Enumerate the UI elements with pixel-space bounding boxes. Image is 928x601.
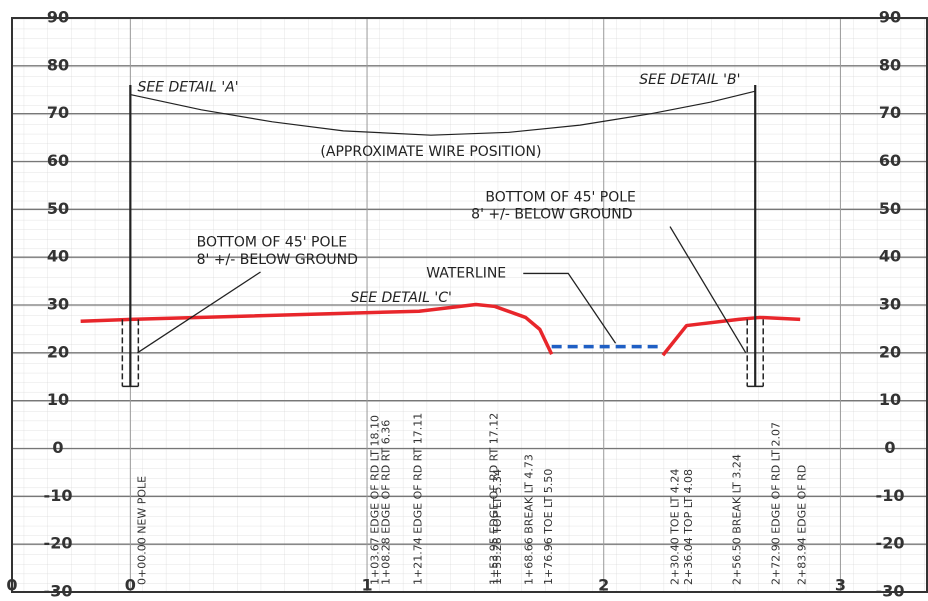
station-label: 2+30.40 TOE LT 4.24 bbox=[669, 469, 682, 585]
waterline-label: WATERLINE bbox=[426, 265, 506, 281]
y-tick-label: -20 bbox=[44, 534, 73, 553]
station-label: 2+36.04 TOP LT 4.08 bbox=[682, 469, 695, 585]
y-tick-label-right: 40 bbox=[879, 247, 901, 266]
y-tick-label: 80 bbox=[47, 55, 69, 74]
pole-leader-left bbox=[137, 271, 261, 354]
y-tick-label: 30 bbox=[47, 295, 69, 314]
y-tick-label: 40 bbox=[47, 247, 69, 266]
y-tick-label-right: 20 bbox=[879, 342, 901, 361]
wire-label: (APPROXIMATE WIRE POSITION) bbox=[320, 144, 541, 160]
y-tick-label-right: 0 bbox=[884, 438, 895, 457]
annotation: SEE DETAIL 'C' bbox=[350, 290, 451, 306]
x-tick-label: 2 bbox=[598, 576, 609, 595]
y-tick-label-right: 10 bbox=[879, 390, 901, 409]
y-tick-label-right: 60 bbox=[879, 151, 901, 170]
station-label: 1+76.96 TOE LT 5.50 bbox=[542, 469, 555, 585]
station-label: 1+08.28 EDGE OF RD RT 6.36 bbox=[380, 420, 393, 585]
x-tick-label: 1 bbox=[361, 576, 372, 595]
x-tick-label: 0 bbox=[125, 576, 136, 595]
station-label: 1+68.66 BREAK LT 4.73 bbox=[523, 454, 536, 585]
y-tick-label-right: 30 bbox=[879, 295, 901, 314]
station-label: 1+53.95 EDGE OF RD RT 17.12 bbox=[488, 413, 501, 585]
annotation: 8' +/- BELOW GROUND bbox=[197, 252, 358, 268]
station-label: 2+72.90 EDGE OF RD LT 2.07 bbox=[769, 422, 782, 585]
y-tick-label: 60 bbox=[47, 151, 69, 170]
x-tick-label: 3 bbox=[835, 576, 846, 595]
y-tick-label: 70 bbox=[47, 103, 69, 122]
station-label: 1+55.28 TOP LT 5.34 bbox=[491, 469, 504, 585]
station-label: 0+00.00 NEW POLE bbox=[135, 476, 148, 585]
station-label: 2+56.50 BREAK LT 3.24 bbox=[730, 454, 743, 585]
annotation: 8' +/- BELOW GROUND bbox=[471, 207, 632, 223]
annotation: BOTTOM OF 45' POLE bbox=[485, 189, 636, 205]
annotation: SEE DETAIL 'B' bbox=[639, 72, 740, 88]
y-tick-label: -10 bbox=[44, 486, 73, 505]
y-tick-label-right: 70 bbox=[879, 103, 901, 122]
y-tick-label-right: -20 bbox=[876, 534, 905, 553]
y-tick-label-right: 50 bbox=[879, 199, 901, 218]
station-label: 1+03.67 EDGE OF RD LT 18.10 bbox=[369, 415, 382, 585]
station-label: 2+83.94 EDGE OF RD bbox=[795, 465, 808, 585]
y-tick-label-right: -10 bbox=[876, 486, 905, 505]
annotation: BOTTOM OF 45' POLE bbox=[197, 234, 348, 250]
annotation: 0 bbox=[6, 576, 17, 595]
y-tick-label: 0 bbox=[52, 438, 63, 457]
series-line bbox=[130, 90, 756, 136]
y-tick-label: 10 bbox=[47, 390, 69, 409]
waterline-leader bbox=[523, 272, 617, 344]
series-line bbox=[80, 302, 801, 357]
annotation: SEE DETAIL 'A' bbox=[137, 79, 238, 95]
y-tick-label: 20 bbox=[47, 342, 69, 361]
station-label: 1+21.74 EDGE OF RD RT 17.11 bbox=[411, 413, 424, 585]
frame bbox=[11, 17, 928, 593]
y-tick-label: 50 bbox=[47, 199, 69, 218]
y-tick-label-right: 80 bbox=[879, 55, 901, 74]
pole-leader-right bbox=[669, 226, 747, 354]
